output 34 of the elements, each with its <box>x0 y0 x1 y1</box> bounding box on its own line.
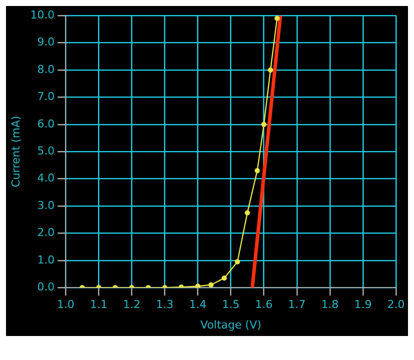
point <box>178 284 184 288</box>
point <box>244 210 250 216</box>
x-tick-label: 1.0 <box>56 298 74 312</box>
point <box>268 67 274 73</box>
y-tick-label: 4.0 <box>37 172 55 185</box>
y-tick-label: 6.0 <box>37 117 55 130</box>
y-axis-title: Current (mA) <box>9 116 22 188</box>
y-tick-label: 8.0 <box>37 62 55 76</box>
point <box>254 168 260 174</box>
x-tick-label: 1.1 <box>90 298 108 312</box>
x-tick-label: 1.3 <box>156 298 174 312</box>
y-tick-label: 9.0 <box>37 36 55 49</box>
point <box>261 122 266 127</box>
x-tick-label: 1.5 <box>222 298 240 312</box>
y-tick-label: 7.0 <box>37 90 55 104</box>
y-tick-label: 10.0 <box>30 8 55 22</box>
point <box>274 16 280 21</box>
y-tick-label: 1.0 <box>37 253 55 266</box>
x-tick-label: 2.0 <box>387 298 405 312</box>
y-tick-label: 5.0 <box>37 144 55 158</box>
x-tick-label: 1.2 <box>123 298 141 312</box>
y-tick-label: 0.0 <box>37 280 55 294</box>
point <box>208 282 214 288</box>
y-tick-label: 3.0 <box>37 198 55 212</box>
point <box>222 275 227 281</box>
x-tick-label: 1.6 <box>255 298 273 312</box>
x-axis-title: Voltage (V) <box>200 318 262 332</box>
x-tick-label: 1.7 <box>288 298 306 312</box>
y-tick-label: 2.0 <box>37 226 55 240</box>
x-tick-label: 1.8 <box>321 298 339 312</box>
x-tick-label: 1.9 <box>354 298 372 312</box>
x-tick-label: 1.4 <box>189 298 207 312</box>
point <box>195 284 200 288</box>
point <box>234 259 240 264</box>
